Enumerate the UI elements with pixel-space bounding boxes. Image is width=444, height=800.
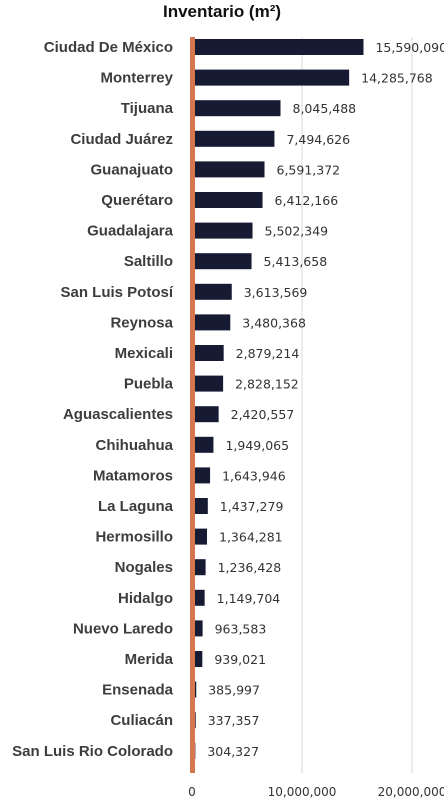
- value-label: 1,149,704: [217, 591, 281, 606]
- category-label: Ciudad De México: [44, 39, 173, 56]
- bar: [192, 69, 350, 86]
- x-tick-labels: 0 10,000,000 20,000,000: [188, 785, 444, 799]
- value-label: 15,590,090: [375, 40, 444, 55]
- category-label: Reynosa: [110, 314, 173, 331]
- category-label: San Luis Potosí: [60, 284, 173, 301]
- category-label: Mexicali: [115, 345, 173, 362]
- category-label: Chihuahua: [96, 437, 174, 454]
- x-tick-label: 10,000,000: [268, 785, 337, 799]
- bar: [192, 589, 205, 606]
- value-label: 5,502,349: [265, 224, 329, 239]
- category-label: Hermosillo: [95, 529, 173, 546]
- value-label: 3,613,569: [244, 285, 308, 300]
- category-label: La Laguna: [98, 498, 174, 515]
- value-label: 1,437,279: [220, 499, 284, 514]
- value-label: 1,364,281: [219, 530, 283, 545]
- bar: [192, 436, 214, 453]
- value-label: 385,997: [208, 683, 260, 698]
- value-label: 2,420,557: [231, 407, 295, 422]
- category-label: Saltillo: [124, 253, 173, 270]
- value-label: 2,879,214: [236, 346, 300, 361]
- bar: [192, 130, 275, 147]
- category-label: Nogales: [115, 559, 173, 576]
- category-label: Nuevo Laredo: [73, 620, 173, 637]
- category-labels: Ciudad De México Monterrey Tijuana Ciudad J…: [12, 39, 174, 760]
- bar: [192, 222, 253, 239]
- category-label: Tijuana: [121, 100, 174, 117]
- value-label: 337,357: [208, 713, 260, 728]
- value-label: 1,643,946: [222, 468, 286, 483]
- value-label: 7,494,626: [286, 132, 350, 147]
- category-label: Ciudad Juárez: [70, 131, 173, 148]
- category-label: Culiacán: [110, 712, 173, 729]
- category-label: Matamoros: [93, 467, 173, 484]
- value-labels: 15,590,090 14,285,768 8,045,488 7,494,626 6,…: [207, 40, 444, 759]
- gridlines: [301, 37, 413, 773]
- category-label: Ensenada: [102, 682, 174, 699]
- bar: [192, 345, 224, 361]
- value-label: 1,236,428: [218, 560, 282, 575]
- bar: [192, 406, 219, 423]
- category-label: Monterrey: [100, 70, 173, 87]
- bar: [192, 100, 281, 117]
- x-tick-label: 20,000,000: [378, 785, 444, 799]
- value-label: 6,412,166: [275, 193, 339, 208]
- bar: [192, 498, 208, 514]
- value-label: 1,949,065: [225, 438, 289, 453]
- bars: [192, 39, 364, 759]
- value-label: 8,045,488: [293, 101, 357, 116]
- bar: [192, 467, 211, 484]
- category-label: Puebla: [124, 376, 174, 393]
- bar: [192, 559, 206, 576]
- category-label: Guanajuato: [90, 161, 173, 178]
- bar: [192, 651, 203, 667]
- category-label: Hidalgo: [118, 590, 173, 607]
- chart-title: Inventario (m²): [163, 2, 281, 21]
- value-label: 2,828,152: [235, 377, 299, 392]
- value-label: 6,591,372: [277, 162, 341, 177]
- bar: [192, 528, 208, 545]
- value-label: 304,327: [207, 744, 259, 759]
- category-label: Querétaro: [101, 192, 173, 209]
- category-label: San Luis Rio Colorado: [12, 743, 173, 760]
- bar: [192, 161, 265, 178]
- bar: [192, 620, 203, 637]
- category-label: Aguascalientes: [63, 406, 173, 423]
- bar: [192, 375, 224, 392]
- value-label: 3,480,368: [242, 315, 306, 330]
- bar: [192, 314, 231, 331]
- value-label: 939,021: [214, 652, 266, 667]
- y-axis-line: [190, 37, 195, 773]
- bar: [192, 192, 263, 208]
- value-label: 5,413,658: [264, 254, 328, 269]
- category-label: Guadalajara: [87, 223, 174, 240]
- value-label: 14,285,768: [361, 71, 433, 86]
- value-label: 963,583: [215, 621, 267, 636]
- bar: [192, 283, 232, 300]
- category-label: Merida: [125, 651, 174, 668]
- bar: [192, 39, 364, 55]
- x-tick-label: 0: [188, 785, 196, 799]
- bar: [192, 253, 252, 270]
